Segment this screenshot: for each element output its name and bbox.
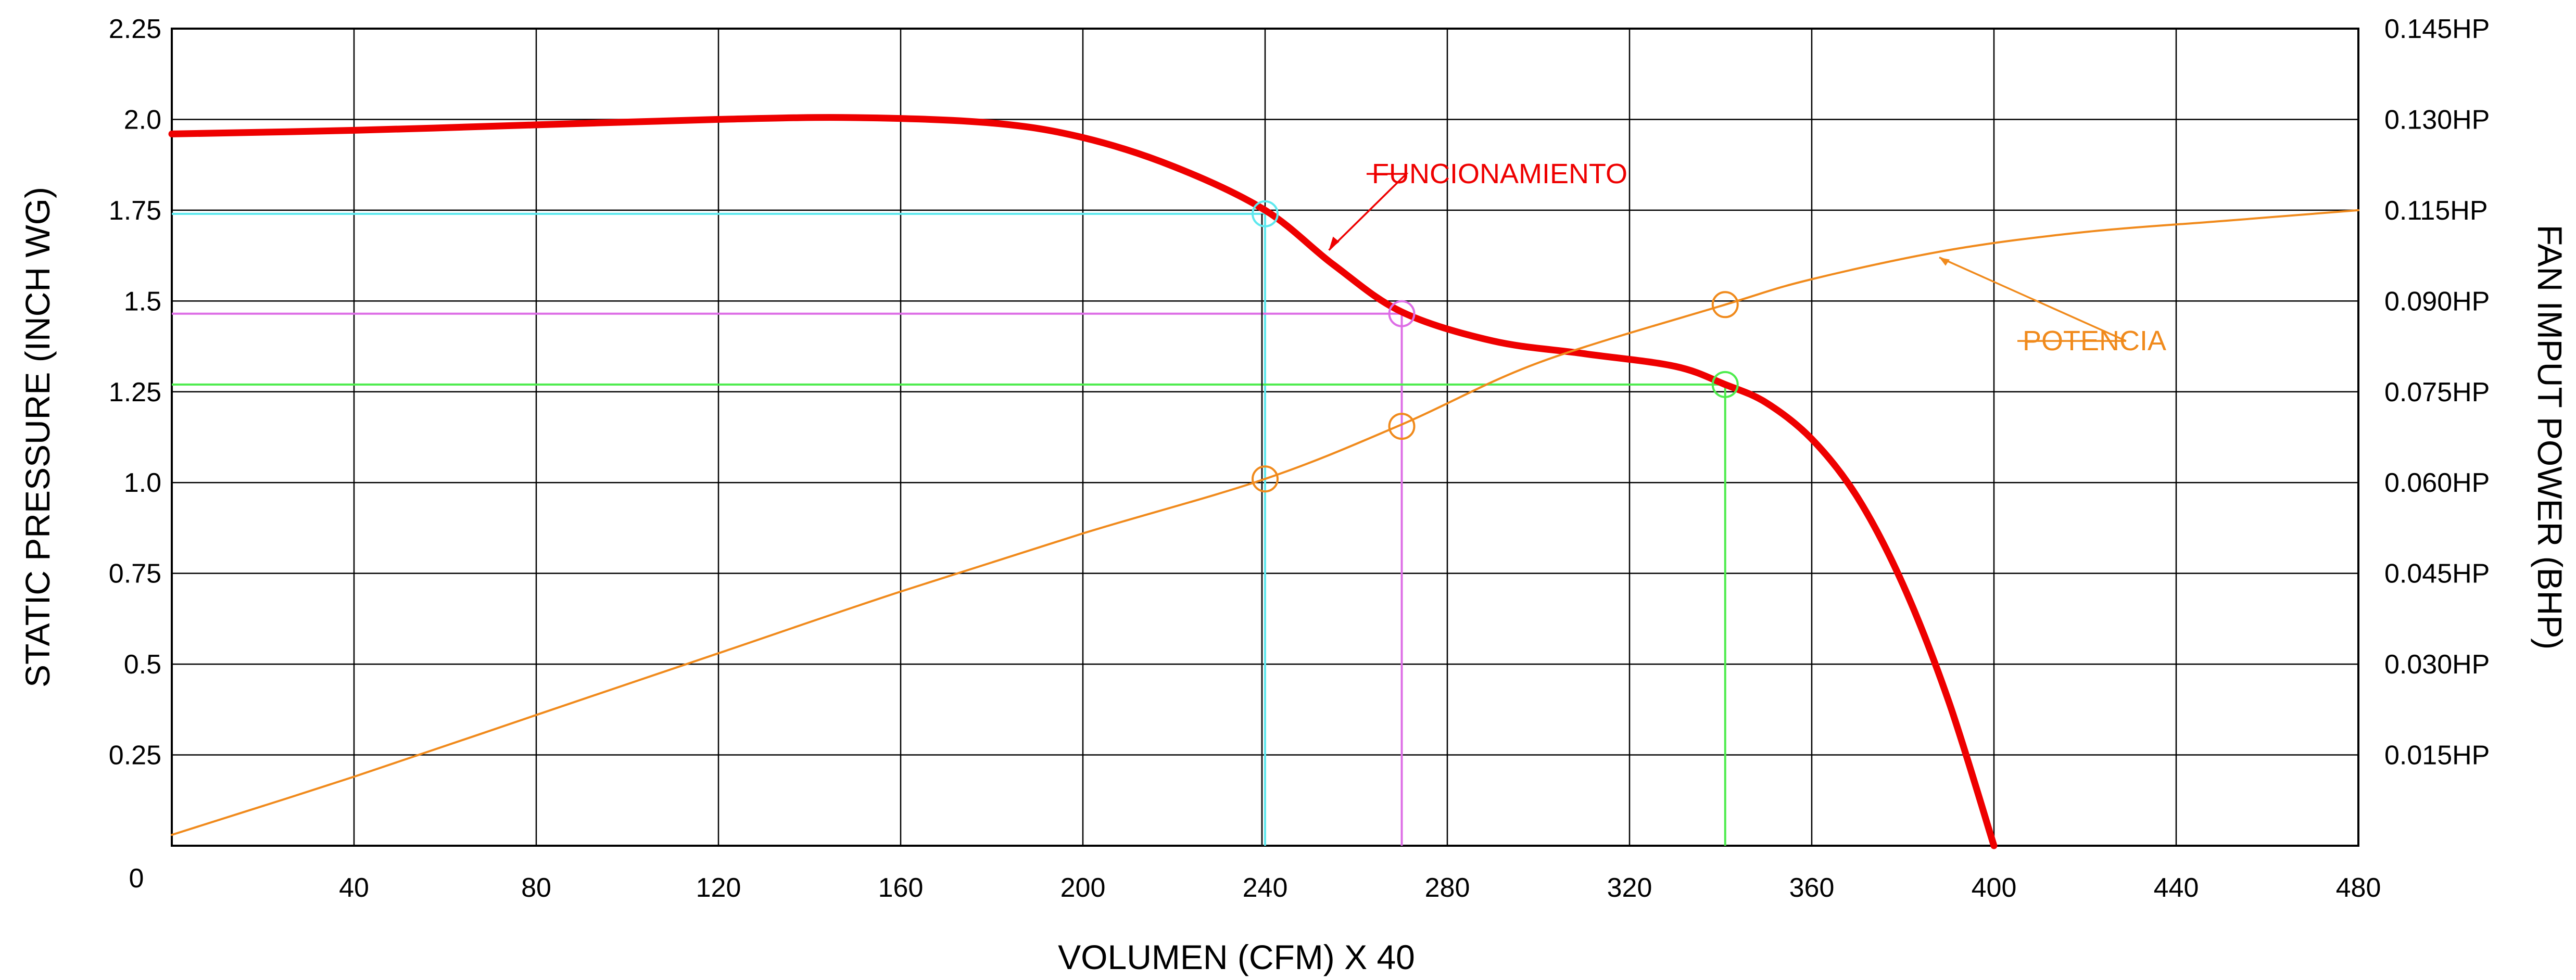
x-tick-label: 160 [878,873,924,903]
operating-point-guides [172,212,1726,846]
x-tick-label: 40 [339,873,369,903]
series-line-funcionamiento [168,114,1998,849]
x-tick-label: 200 [1060,873,1106,903]
y-left-tick-label: 1.75 [109,196,161,226]
series-line-potencia [171,209,2359,836]
callout-arrow-funcionamiento [1329,236,1340,250]
operating-point-2 [1711,371,1739,398]
y-axis-left-title: STATIC PRESSURE (INCH WG) [18,187,57,688]
y-left-tick-label: 0.25 [109,741,161,771]
operating-point-0 [1252,200,1279,227]
y-left-tick-label: 0.5 [124,650,161,680]
x-tick-label: 480 [2336,873,2381,903]
x-tick-label: 320 [1607,873,1652,903]
power-point-1 [1388,413,1416,440]
x-tick-label: 240 [1243,873,1288,903]
callout-leader-potencia [1939,257,2127,342]
operating-point-markers [1252,200,1739,493]
y-right-tick-label: 0.115HP [2384,196,2488,226]
y-right-tick-label: 0.075HP [2384,377,2490,408]
callout-leader-funcionamiento [1328,173,1409,251]
y-left-tick-label: 1.25 [109,377,161,408]
power-point-2 [1711,291,1739,319]
callout-arrow-potencia [1939,257,1950,266]
y-left-tick-label: 2.0 [124,105,161,135]
power-point-0 [1252,465,1279,493]
x-tick-label: 80 [521,873,551,903]
y-right-tick-label: 0.060HP [2384,468,2490,498]
y-right-tick-label: 0.030HP [2384,650,2490,680]
tick-labels: 40 80 120 160 200 240 280 320 360 400 440 480 0 0.25 0… [109,14,2490,903]
x-tick-label: 280 [1425,873,1470,903]
y-left-tick-label: 1.5 [124,286,161,316]
y-right-tick-label: 0.045HP [2384,559,2490,589]
x-tick-label: 120 [696,873,741,903]
x-tick-label: 440 [2154,873,2199,903]
series-layer [168,114,2359,849]
origin-label: 0 [129,863,144,894]
callout-label-funcionamiento: FUNCIONAMIENTO [1372,158,1627,189]
operating-point-1 [1388,300,1416,327]
y-left-tick-label: 0.75 [109,559,161,589]
callouts: FUNCIONAMIENTO POTENCIA [1328,158,2166,357]
y-axis-right-title: FAN IMPUT POWER (BHP) [2531,225,2569,650]
y-right-tick-label: 0.145HP [2384,14,2490,44]
y-left-tick-label: 2.25 [109,14,161,44]
callout-label-potencia: POTENCIA [2023,325,2166,357]
x-tick-label: 360 [1789,873,1835,903]
y-right-tick-label: 0.130HP [2384,105,2490,135]
y-left-tick-label: 1.0 [124,468,161,498]
x-axis-title: VOLUMEN (CFM) X 40 [1058,938,1415,976]
y-right-tick-label: 0.090HP [2384,286,2490,316]
y-right-tick-label: 0.015HP [2384,741,2490,771]
x-tick-label: 400 [1972,873,2017,903]
